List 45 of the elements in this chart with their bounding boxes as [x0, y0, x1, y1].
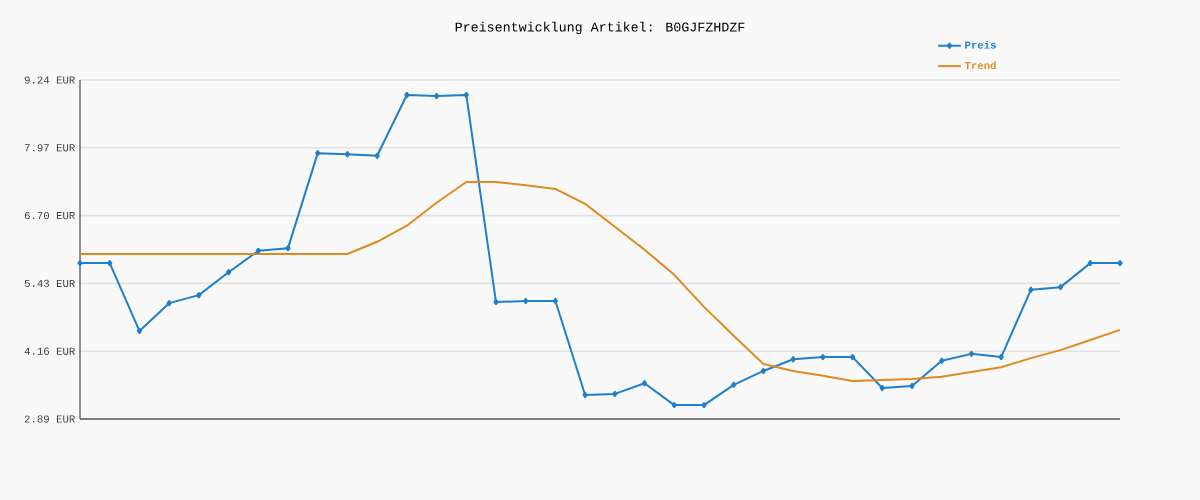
- point: [404, 91, 410, 99]
- point: [671, 401, 677, 409]
- point: [1087, 259, 1093, 267]
- point: [1117, 259, 1123, 267]
- point: [374, 152, 380, 159]
- chart-title: Preisentwicklung Artikel: B0GJFZHDZF: [455, 21, 745, 35]
- y-tick-label: 7.97 EUR: [24, 144, 76, 152]
- point: [998, 353, 1004, 361]
- y-tick-label: 6.70 EUR: [24, 211, 76, 220]
- point: [849, 353, 856, 361]
- y-tick-label: 9.24 EUR: [24, 76, 76, 84]
- point: [493, 298, 499, 306]
- point: [612, 390, 618, 398]
- point: [790, 356, 796, 363]
- point: [760, 367, 767, 375]
- point: [107, 259, 113, 267]
- point: [939, 357, 945, 364]
- point: [1028, 286, 1034, 293]
- point: [968, 350, 975, 357]
- y-tick-label: 2.89 EUR: [24, 415, 76, 423]
- point: [77, 259, 83, 267]
- point: [433, 92, 440, 100]
- point: [344, 151, 351, 158]
- point: [225, 269, 232, 276]
- point: [285, 245, 291, 252]
- point: [552, 297, 559, 305]
- legend-label: Preis: [965, 40, 996, 49]
- point: [255, 247, 261, 254]
- y-tick-label: 5.43 EUR: [24, 279, 76, 288]
- point: [820, 353, 826, 361]
- point: [879, 384, 885, 392]
- point: [523, 297, 529, 305]
- y-tick-label: 4.16 EUR: [24, 347, 76, 355]
- point: [641, 380, 648, 387]
- point: [166, 300, 172, 307]
- point: [315, 150, 321, 157]
- point: [701, 401, 707, 409]
- point: [909, 382, 915, 390]
- point: [1057, 284, 1064, 291]
- point: [582, 391, 588, 399]
- point: [196, 292, 202, 299]
- legend-label: Trend: [964, 61, 996, 70]
- point: [731, 381, 737, 388]
- point: [463, 91, 469, 99]
- point: [136, 327, 143, 335]
